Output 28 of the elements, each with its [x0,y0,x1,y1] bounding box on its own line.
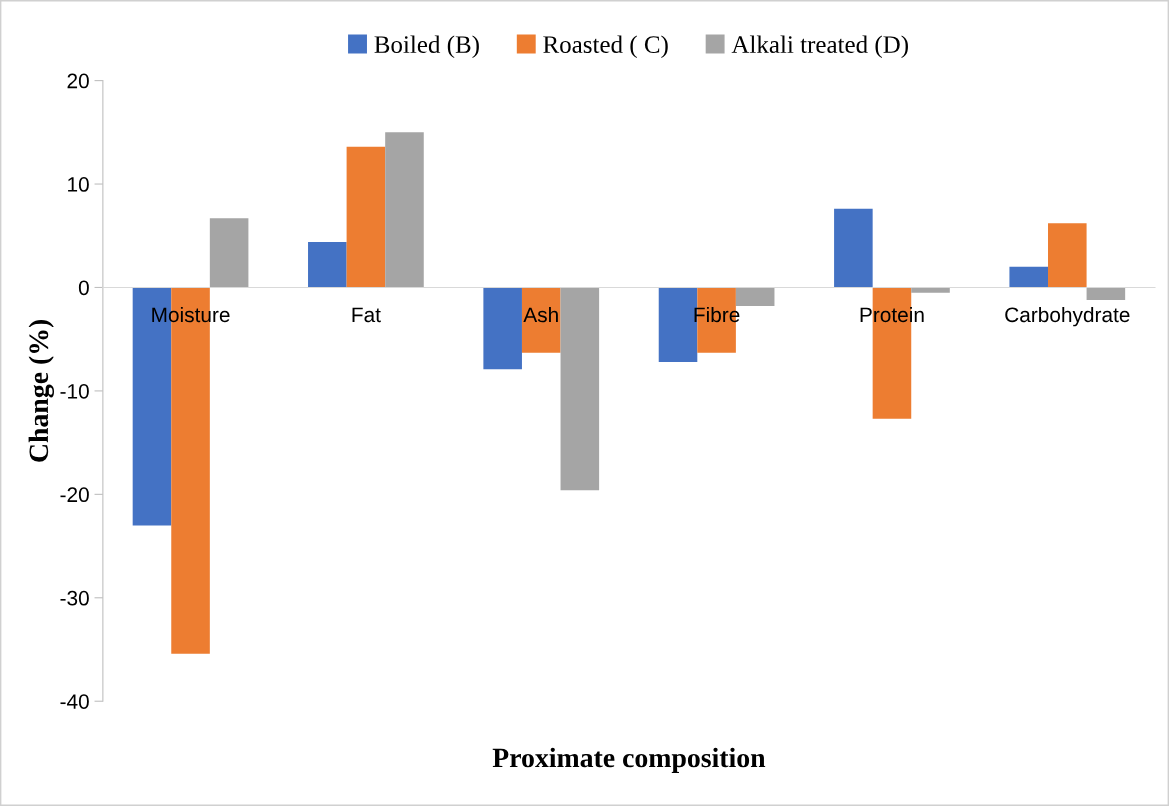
bar [1086,287,1126,300]
bar [735,287,775,307]
bar [1048,223,1087,288]
bar [346,146,386,288]
bar [911,287,950,293]
bar [521,287,561,353]
x-tick-label: Fat [352,307,381,323]
x-tick-label: Ash [523,306,558,323]
bar [209,218,249,288]
legend-label: Alkali treated (D) [731,35,908,59]
y-tick-label: -40 [60,694,89,709]
y-tick-label: -30 [60,590,89,606]
bar [385,132,424,288]
bar [483,287,522,370]
y-tick-label: 10 [68,177,89,192]
y-tick-label: 20 [67,73,89,89]
x-tick-label: Carbohydrate [1005,306,1130,327]
x-axis-title: Proximate composition [492,747,766,773]
legend-label: Roasted ( C) [543,35,668,59]
y-tick-label: 0 [78,280,89,296]
bar [834,208,873,288]
legend-label: Boiled (B) [374,35,479,59]
bar [560,287,600,491]
bar [1009,266,1049,288]
y-tick-label: -20 [60,487,89,503]
y-axis-title: Change (%) [28,319,55,462]
y-tick-label: -10 [60,383,89,399]
bar [308,241,347,288]
